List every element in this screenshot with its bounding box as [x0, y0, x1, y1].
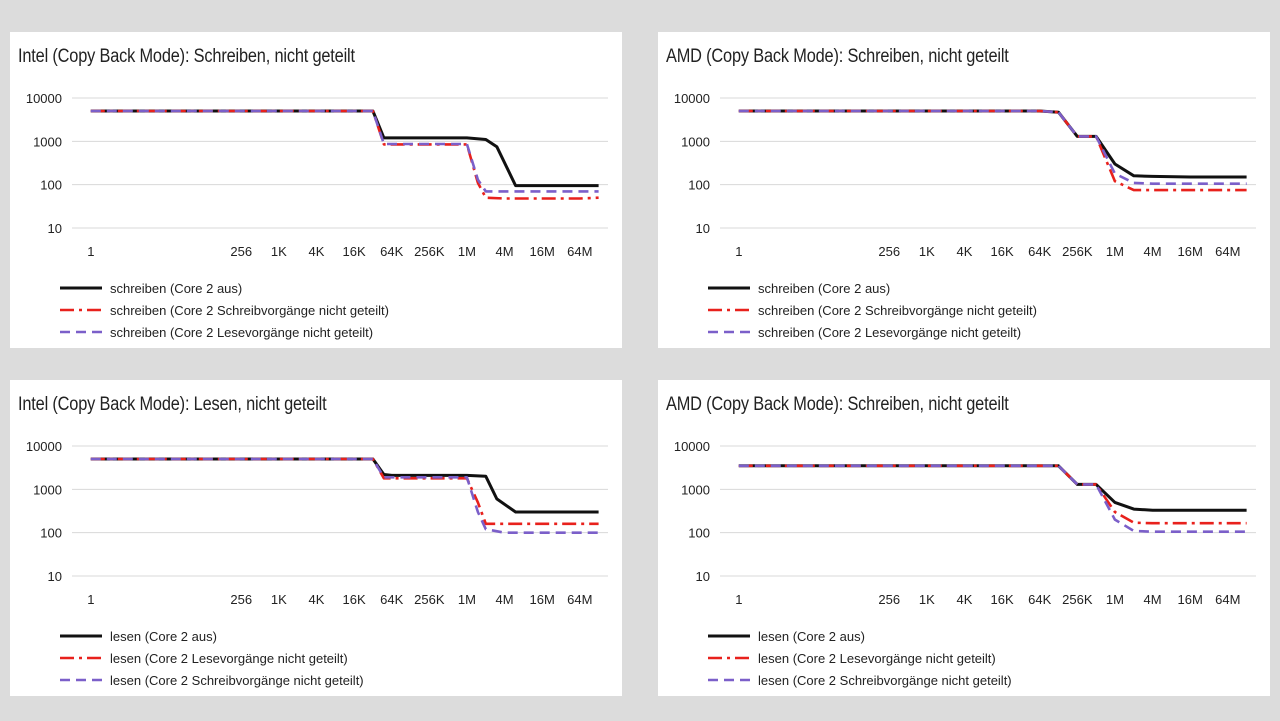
x-tick-label: 1M — [458, 592, 476, 607]
legend-label-3: lesen (Core 2 Schreibvorgänge nicht gete… — [110, 673, 364, 688]
x-tick-label: 64K — [1028, 592, 1051, 607]
series-line-1 — [90, 109, 599, 188]
x-tick-label: 16M — [530, 244, 555, 259]
legend-label-1: lesen (Core 2 aus) — [110, 629, 217, 644]
legend-label-2: schreiben (Core 2 Schreibvorgänge nicht … — [758, 303, 1037, 318]
legend-label-2: lesen (Core 2 Lesevorgänge nicht geteilt… — [758, 651, 996, 666]
x-tick-label: 64K — [1028, 244, 1051, 259]
x-tick-label: 4M — [496, 592, 514, 607]
y-tick-label: 100 — [40, 526, 62, 541]
legend-label-2: lesen (Core 2 Lesevorgänge nicht geteilt… — [110, 651, 348, 666]
x-tick-label: 256 — [230, 244, 252, 259]
y-tick-label: 10 — [696, 221, 710, 236]
chart-title: Intel (Copy Back Mode): Schreiben, nicht… — [18, 46, 355, 67]
y-tick-label: 100 — [40, 178, 62, 193]
x-tick-label: 1 — [87, 244, 94, 259]
x-tick-label: 4K — [309, 592, 325, 607]
chart-title: AMD (Copy Back Mode): Schreiben, nicht g… — [666, 46, 1009, 67]
x-tick-label: 1M — [1106, 244, 1124, 259]
chart-panel-intel-read: Intel (Copy Back Mode): Lesen, nicht get… — [10, 380, 622, 696]
x-tick-label: 1K — [919, 592, 935, 607]
x-tick-label: 256 — [230, 592, 252, 607]
x-tick-label: 256K — [1062, 244, 1093, 259]
y-tick-label: 10 — [48, 221, 62, 236]
y-tick-label: 10000 — [26, 91, 62, 106]
x-tick-label: 4K — [957, 244, 973, 259]
x-tick-label: 4K — [309, 244, 325, 259]
legend-label-3: schreiben (Core 2 Lesevorgänge nicht get… — [758, 325, 1021, 340]
x-tick-label: 4M — [1144, 244, 1162, 259]
x-tick-label: 16K — [343, 244, 366, 259]
legend-label-1: schreiben (Core 2 aus) — [110, 281, 242, 296]
y-tick-label: 1000 — [33, 482, 62, 497]
x-tick-label: 64M — [567, 244, 592, 259]
chart-canvas-intel-read: 10000 1000 100 10 1 256 1K 4K 16K 64K 256K 1M 4M 16M 6… — [26, 439, 608, 688]
chart-canvas-amd-write: 10000 1000 100 10 1 256 1K 4K 16K 64K 256K 1M 4M 16M 6… — [674, 91, 1256, 340]
x-tick-label: 256 — [878, 592, 900, 607]
y-tick-label: 10000 — [26, 439, 62, 454]
x-tick-label: 1K — [271, 592, 287, 607]
x-tick-label: 64K — [380, 592, 403, 607]
x-tick-label: 16M — [530, 592, 555, 607]
x-tick-label: 64K — [380, 244, 403, 259]
chart-canvas-amd-read: 10000 1000 100 10 1 256 1K 4K 16K 64K 256K 1M 4M 16M 6… — [674, 439, 1256, 688]
chart-panel-amd-write: AMD (Copy Back Mode): Schreiben, nicht g… — [658, 32, 1270, 348]
legend-label-3: lesen (Core 2 Schreibvorgänge nicht gete… — [758, 673, 1012, 688]
x-tick-label: 64M — [567, 592, 592, 607]
x-tick-label: 1M — [1106, 592, 1124, 607]
chart-panel-amd-read: AMD (Copy Back Mode): Schreiben, nicht g… — [658, 380, 1270, 696]
y-tick-label: 100 — [688, 526, 710, 541]
x-tick-label: 256K — [1062, 592, 1093, 607]
series-line-1 — [90, 457, 599, 514]
y-tick-label: 10000 — [674, 439, 710, 454]
x-tick-label: 4M — [1144, 592, 1162, 607]
series-line-2 — [90, 457, 599, 526]
x-tick-label: 16K — [991, 244, 1014, 259]
x-tick-label: 4M — [496, 244, 514, 259]
legend-label-3: schreiben (Core 2 Lesevorgänge nicht get… — [110, 325, 373, 340]
series-line-1 — [738, 464, 1247, 512]
x-tick-label: 1K — [271, 244, 287, 259]
y-tick-label: 10 — [48, 569, 62, 584]
x-tick-label: 16K — [343, 592, 366, 607]
x-tick-label: 1M — [458, 244, 476, 259]
x-tick-label: 4K — [957, 592, 973, 607]
x-tick-label: 256 — [878, 244, 900, 259]
series-line-3 — [738, 464, 1247, 533]
series-line-3 — [738, 109, 1247, 185]
chart-canvas-intel-write: 10000 1000 100 10 1 256 1K 4K 16K 64K 256K 1M 4M 16M 6… — [26, 91, 608, 340]
y-tick-label: 1000 — [33, 134, 62, 149]
y-tick-label: 10 — [696, 569, 710, 584]
y-tick-label: 10000 — [674, 91, 710, 106]
chart-panel-intel-write: Intel (Copy Back Mode): Schreiben, nicht… — [10, 32, 622, 348]
legend-label-1: schreiben (Core 2 aus) — [758, 281, 890, 296]
x-tick-label: 16K — [991, 592, 1014, 607]
x-tick-label: 1K — [919, 244, 935, 259]
x-tick-label: 1 — [735, 244, 742, 259]
x-tick-label: 1 — [87, 592, 94, 607]
x-tick-label: 64M — [1215, 592, 1240, 607]
series-line-2 — [738, 464, 1247, 525]
series-line-1 — [738, 109, 1247, 179]
x-tick-label: 16M — [1178, 592, 1203, 607]
y-tick-label: 100 — [688, 178, 710, 193]
series-line-3 — [90, 457, 599, 534]
y-tick-label: 1000 — [681, 134, 710, 149]
x-tick-label: 256K — [414, 592, 445, 607]
series-line-3 — [90, 109, 599, 193]
legend-label-1: lesen (Core 2 aus) — [758, 629, 865, 644]
chart-title: Intel (Copy Back Mode): Lesen, nicht get… — [18, 394, 327, 415]
x-tick-label: 1 — [735, 592, 742, 607]
chart-title: AMD (Copy Back Mode): Schreiben, nicht g… — [666, 394, 1009, 415]
x-tick-label: 256K — [414, 244, 445, 259]
y-tick-label: 1000 — [681, 482, 710, 497]
legend-label-2: schreiben (Core 2 Schreibvorgänge nicht … — [110, 303, 389, 318]
x-tick-label: 64M — [1215, 244, 1240, 259]
series-line-2 — [738, 109, 1247, 192]
x-tick-label: 16M — [1178, 244, 1203, 259]
